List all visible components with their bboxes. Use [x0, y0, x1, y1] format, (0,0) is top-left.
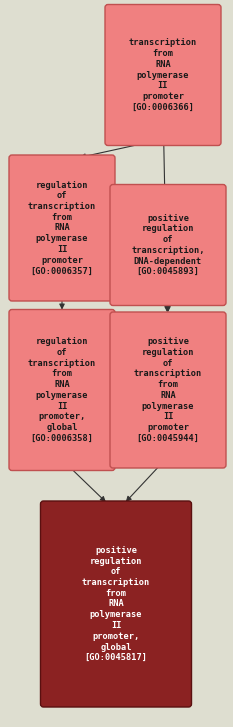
- Text: positive
regulation
of
transcription
from
RNA
polymerase
II
promoter,
global
[GO: positive regulation of transcription fro…: [82, 546, 150, 662]
- FancyBboxPatch shape: [105, 4, 221, 145]
- Text: positive
regulation
of
transcription,
DNA-dependent
[GO:0045893]: positive regulation of transcription, DN…: [131, 214, 205, 276]
- Text: transcription
from
RNA
polymerase
II
promoter
[GO:0006366]: transcription from RNA polymerase II pro…: [129, 39, 197, 112]
- FancyBboxPatch shape: [41, 501, 192, 707]
- FancyBboxPatch shape: [9, 310, 115, 470]
- FancyBboxPatch shape: [9, 155, 115, 301]
- Text: positive
regulation
of
transcription
from
RNA
polymerase
II
promoter
[GO:0045944: positive regulation of transcription fro…: [134, 337, 202, 443]
- Text: regulation
of
transcription
from
RNA
polymerase
II
promoter
[GO:0006357]: regulation of transcription from RNA pol…: [28, 180, 96, 276]
- FancyBboxPatch shape: [110, 185, 226, 305]
- Text: regulation
of
transcription
from
RNA
polymerase
II
promoter,
global
[GO:0006358]: regulation of transcription from RNA pol…: [28, 337, 96, 443]
- FancyBboxPatch shape: [110, 312, 226, 468]
